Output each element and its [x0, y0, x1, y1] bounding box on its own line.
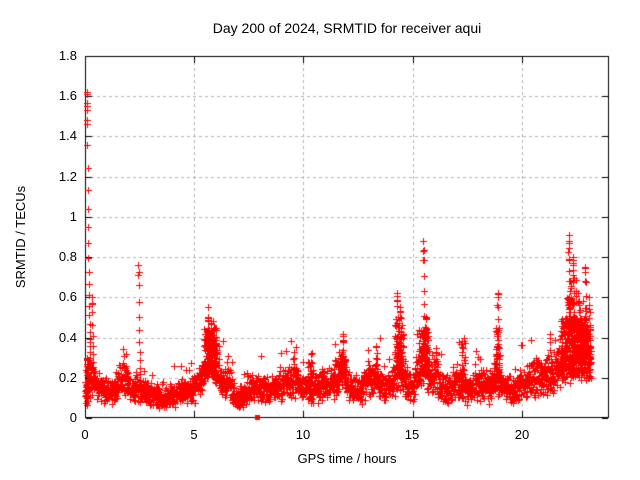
x-tick-label: 5	[190, 427, 198, 442]
y-tick-label: 1	[69, 209, 77, 224]
y-tick-label: 1.4	[58, 128, 77, 143]
y-tick-label: 0.2	[58, 370, 77, 385]
x-tick-label: 15	[404, 427, 420, 442]
x-axis-label: GPS time / hours	[297, 451, 397, 466]
x-tick-label: 20	[514, 427, 530, 442]
y-tick-label: 1.6	[58, 88, 77, 103]
y-tick-label: 0.8	[58, 249, 77, 264]
y-tick-label: 0.4	[58, 330, 77, 345]
chart-title: Day 200 of 2024, SRMTID for receiver aqu…	[212, 20, 482, 36]
x-tick-label: 10	[295, 427, 311, 442]
y-tick-label: 1.8	[58, 48, 77, 63]
x-tick-label: 0	[81, 427, 89, 442]
y-tick-label: 0.6	[58, 289, 77, 304]
y-tick-label: 0	[69, 410, 77, 425]
y-tick-label: 1.2	[58, 169, 77, 184]
y-axis-label: SRMTID / TECUs	[13, 185, 28, 289]
